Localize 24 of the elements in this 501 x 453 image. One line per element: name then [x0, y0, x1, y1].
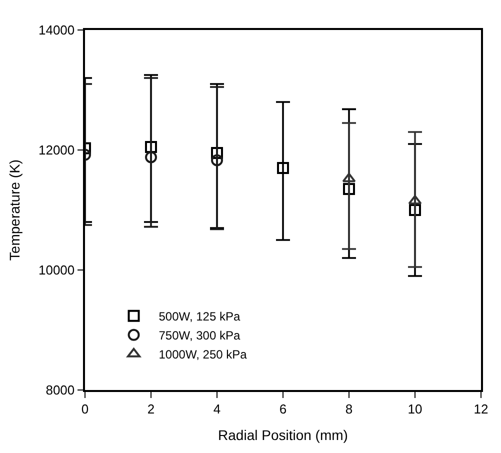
- point: [145, 141, 157, 153]
- point: [409, 204, 421, 216]
- point: [211, 154, 223, 166]
- y-axis-title: Temperature (K): [6, 159, 23, 261]
- x-tick-label: 12: [474, 401, 488, 416]
- legend-label: 1000W, 250 kPa: [158, 348, 248, 362]
- point: [342, 172, 356, 182]
- y-tick-label: 14000: [38, 22, 75, 38]
- point: [145, 151, 157, 164]
- legend-label: 750W, 300 kPa: [158, 328, 240, 343]
- x-tick-label: 10: [408, 401, 422, 416]
- point: [277, 162, 289, 174]
- legend-label: 500W, 125 kPa: [158, 310, 240, 324]
- y-tick-label: 8000: [46, 382, 75, 398]
- x-tick-label: 6: [279, 401, 287, 416]
- x-tick-label: 0: [81, 401, 89, 416]
- x-axis-title: Radial Position (mm): [218, 427, 348, 444]
- x-tick-label: 8: [345, 401, 353, 416]
- point: [211, 147, 223, 159]
- y-tick-label: 10000: [38, 262, 75, 278]
- y-tick-label: 12000: [38, 142, 75, 158]
- x-tick-label: 4: [213, 401, 221, 416]
- x-tick-label: 2: [147, 401, 155, 416]
- point: [343, 183, 355, 195]
